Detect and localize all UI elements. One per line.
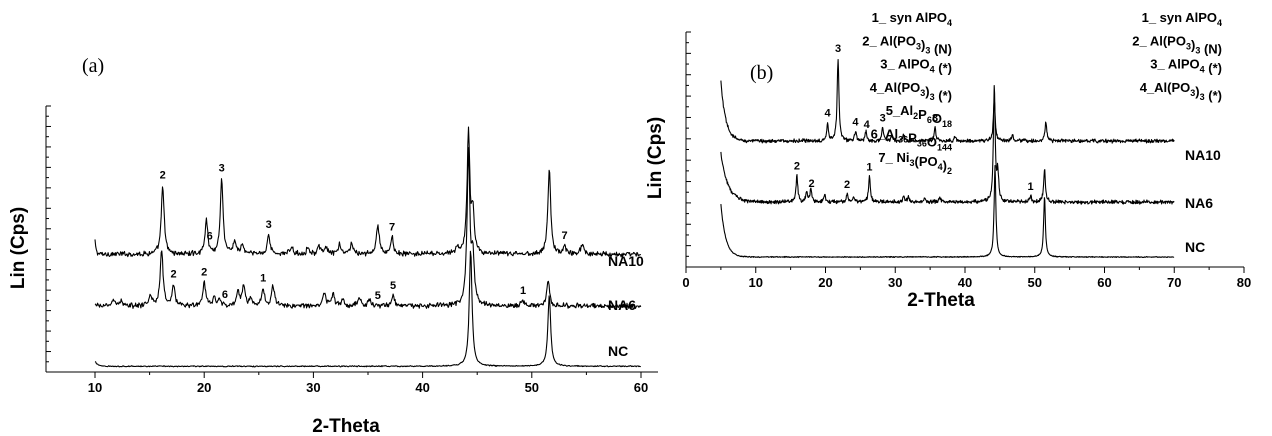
x-tick-label: 0 bbox=[682, 275, 689, 290]
legend-entry-3: 3_ AlPO4 (*) bbox=[880, 57, 952, 76]
sample-label-na10: NA10 bbox=[1185, 147, 1221, 163]
panel-label: (a) bbox=[82, 55, 104, 77]
x-tick-label: 30 bbox=[888, 275, 902, 290]
x-tick-label: 10 bbox=[749, 275, 763, 290]
x-ticks: 0 10 20 30 40 50 60 70 80 bbox=[682, 267, 1251, 290]
series-nc: NC bbox=[94, 250, 641, 368]
peak-label: 3 bbox=[835, 43, 841, 55]
legend: 1_ syn AlPO4 2_ Al(PO3)3 (N)3_ AlPO4 (*) 4… bbox=[1132, 10, 1222, 103]
trace-na6 bbox=[94, 147, 642, 309]
legend-entry-4: 4_Al(PO3)3 (*) bbox=[1140, 80, 1222, 103]
peak-label: 1 bbox=[520, 285, 526, 297]
trace-nc bbox=[720, 165, 1175, 259]
legend-entry-2: 2_ Al(PO3)3 (N) bbox=[1132, 33, 1222, 56]
legend-entry-5: 5_Al2P6O18 bbox=[886, 103, 952, 129]
peak-label: 2 bbox=[160, 170, 166, 182]
x-tick-label: 70 bbox=[1167, 275, 1181, 290]
peak-label: 1 bbox=[866, 162, 872, 174]
x-ticks: 10 20 30 40 50 60 bbox=[88, 372, 648, 395]
x-tick-label: 80 bbox=[1237, 275, 1251, 290]
peak-label: 2 bbox=[844, 179, 850, 191]
legend-entry-2: 2_ Al(PO3)3 (N) bbox=[862, 33, 952, 56]
peak-label: 2 bbox=[794, 160, 800, 172]
peak-label: 3 bbox=[880, 113, 886, 125]
peak-label: 5 bbox=[390, 280, 396, 292]
peak-label: 6 bbox=[207, 230, 213, 242]
peak-label: 3 bbox=[266, 219, 272, 231]
x-axis-title: 2-Theta bbox=[907, 290, 975, 311]
peak-label: 7 bbox=[561, 230, 567, 242]
legend-entry-4: 4_Al(PO3)3 (*) bbox=[870, 80, 952, 103]
legend-entry-1: 1_ syn AlPO4 bbox=[872, 10, 952, 28]
x-tick-label: 10 bbox=[88, 380, 102, 395]
peak-label: 3 bbox=[219, 163, 225, 175]
y-axis-title: Lin (Cps) bbox=[645, 117, 666, 199]
trace-na10 bbox=[94, 126, 642, 258]
peak-label: 4 bbox=[852, 117, 859, 129]
series-na10: NA10 2 6 3 3 7 7 bbox=[94, 126, 644, 269]
x-tick-label: 40 bbox=[415, 380, 429, 395]
peak-label: 2 bbox=[808, 178, 814, 190]
x-tick-label: 60 bbox=[1097, 275, 1111, 290]
peak-label: 5 bbox=[375, 290, 381, 302]
peak-label: 6 bbox=[222, 289, 228, 301]
panel-b: 0 10 20 30 40 50 60 70 80 2-Theta Lin (Cps) (b) 1_ s… bbox=[645, 10, 1251, 311]
legend-entry-7: 7_ Ni3(PO4)2 bbox=[878, 150, 952, 176]
series-na6: NA6 2 2 6 1 55 1 bbox=[94, 147, 642, 313]
sample-label-na6: NA6 bbox=[608, 297, 636, 313]
x-tick-label: 60 bbox=[634, 380, 648, 395]
trace-nc bbox=[94, 250, 641, 368]
peak-label: 1 bbox=[1028, 181, 1034, 193]
x-tick-label: 30 bbox=[306, 380, 320, 395]
sample-label-nc: NC bbox=[1185, 239, 1205, 255]
y-axis-title: Lin (Cps) bbox=[8, 207, 29, 289]
legend-entry-1: 1_ syn AlPO4 bbox=[1142, 10, 1222, 28]
peak-label: 4 bbox=[825, 107, 832, 119]
peak-label: 2 bbox=[171, 269, 177, 281]
peak-label: 3 bbox=[932, 113, 938, 125]
legend: 1_ syn AlPO4 2_ Al(PO3)3 (N)3_ AlPO4 (*) 4… bbox=[862, 10, 952, 176]
trace-na6 bbox=[720, 84, 1175, 205]
sample-label-na10: NA10 bbox=[608, 253, 644, 269]
peak-label: 2 bbox=[201, 267, 207, 279]
series-nc: NC bbox=[720, 165, 1205, 259]
x-axis-title: 2-Theta bbox=[312, 416, 380, 436]
peak-label: 4 bbox=[864, 119, 871, 131]
x-tick-label: 50 bbox=[1028, 275, 1042, 290]
legend-entry-3: 3_ AlPO4 (*) bbox=[1150, 57, 1222, 76]
y-ticks bbox=[46, 105, 51, 363]
x-tick-label: 20 bbox=[197, 380, 211, 395]
peak-label: 7 bbox=[389, 221, 395, 233]
x-tick-label: 20 bbox=[818, 275, 832, 290]
panel-label: (b) bbox=[750, 62, 773, 84]
y-ticks bbox=[686, 31, 691, 257]
x-tick-label: 50 bbox=[525, 380, 539, 395]
peak-label: 1 bbox=[260, 273, 266, 285]
sample-label-na6: NA6 bbox=[1185, 195, 1213, 211]
trace-na10 bbox=[720, 58, 1175, 144]
x-tick-label: 40 bbox=[958, 275, 972, 290]
sample-label-nc: NC bbox=[608, 343, 628, 359]
